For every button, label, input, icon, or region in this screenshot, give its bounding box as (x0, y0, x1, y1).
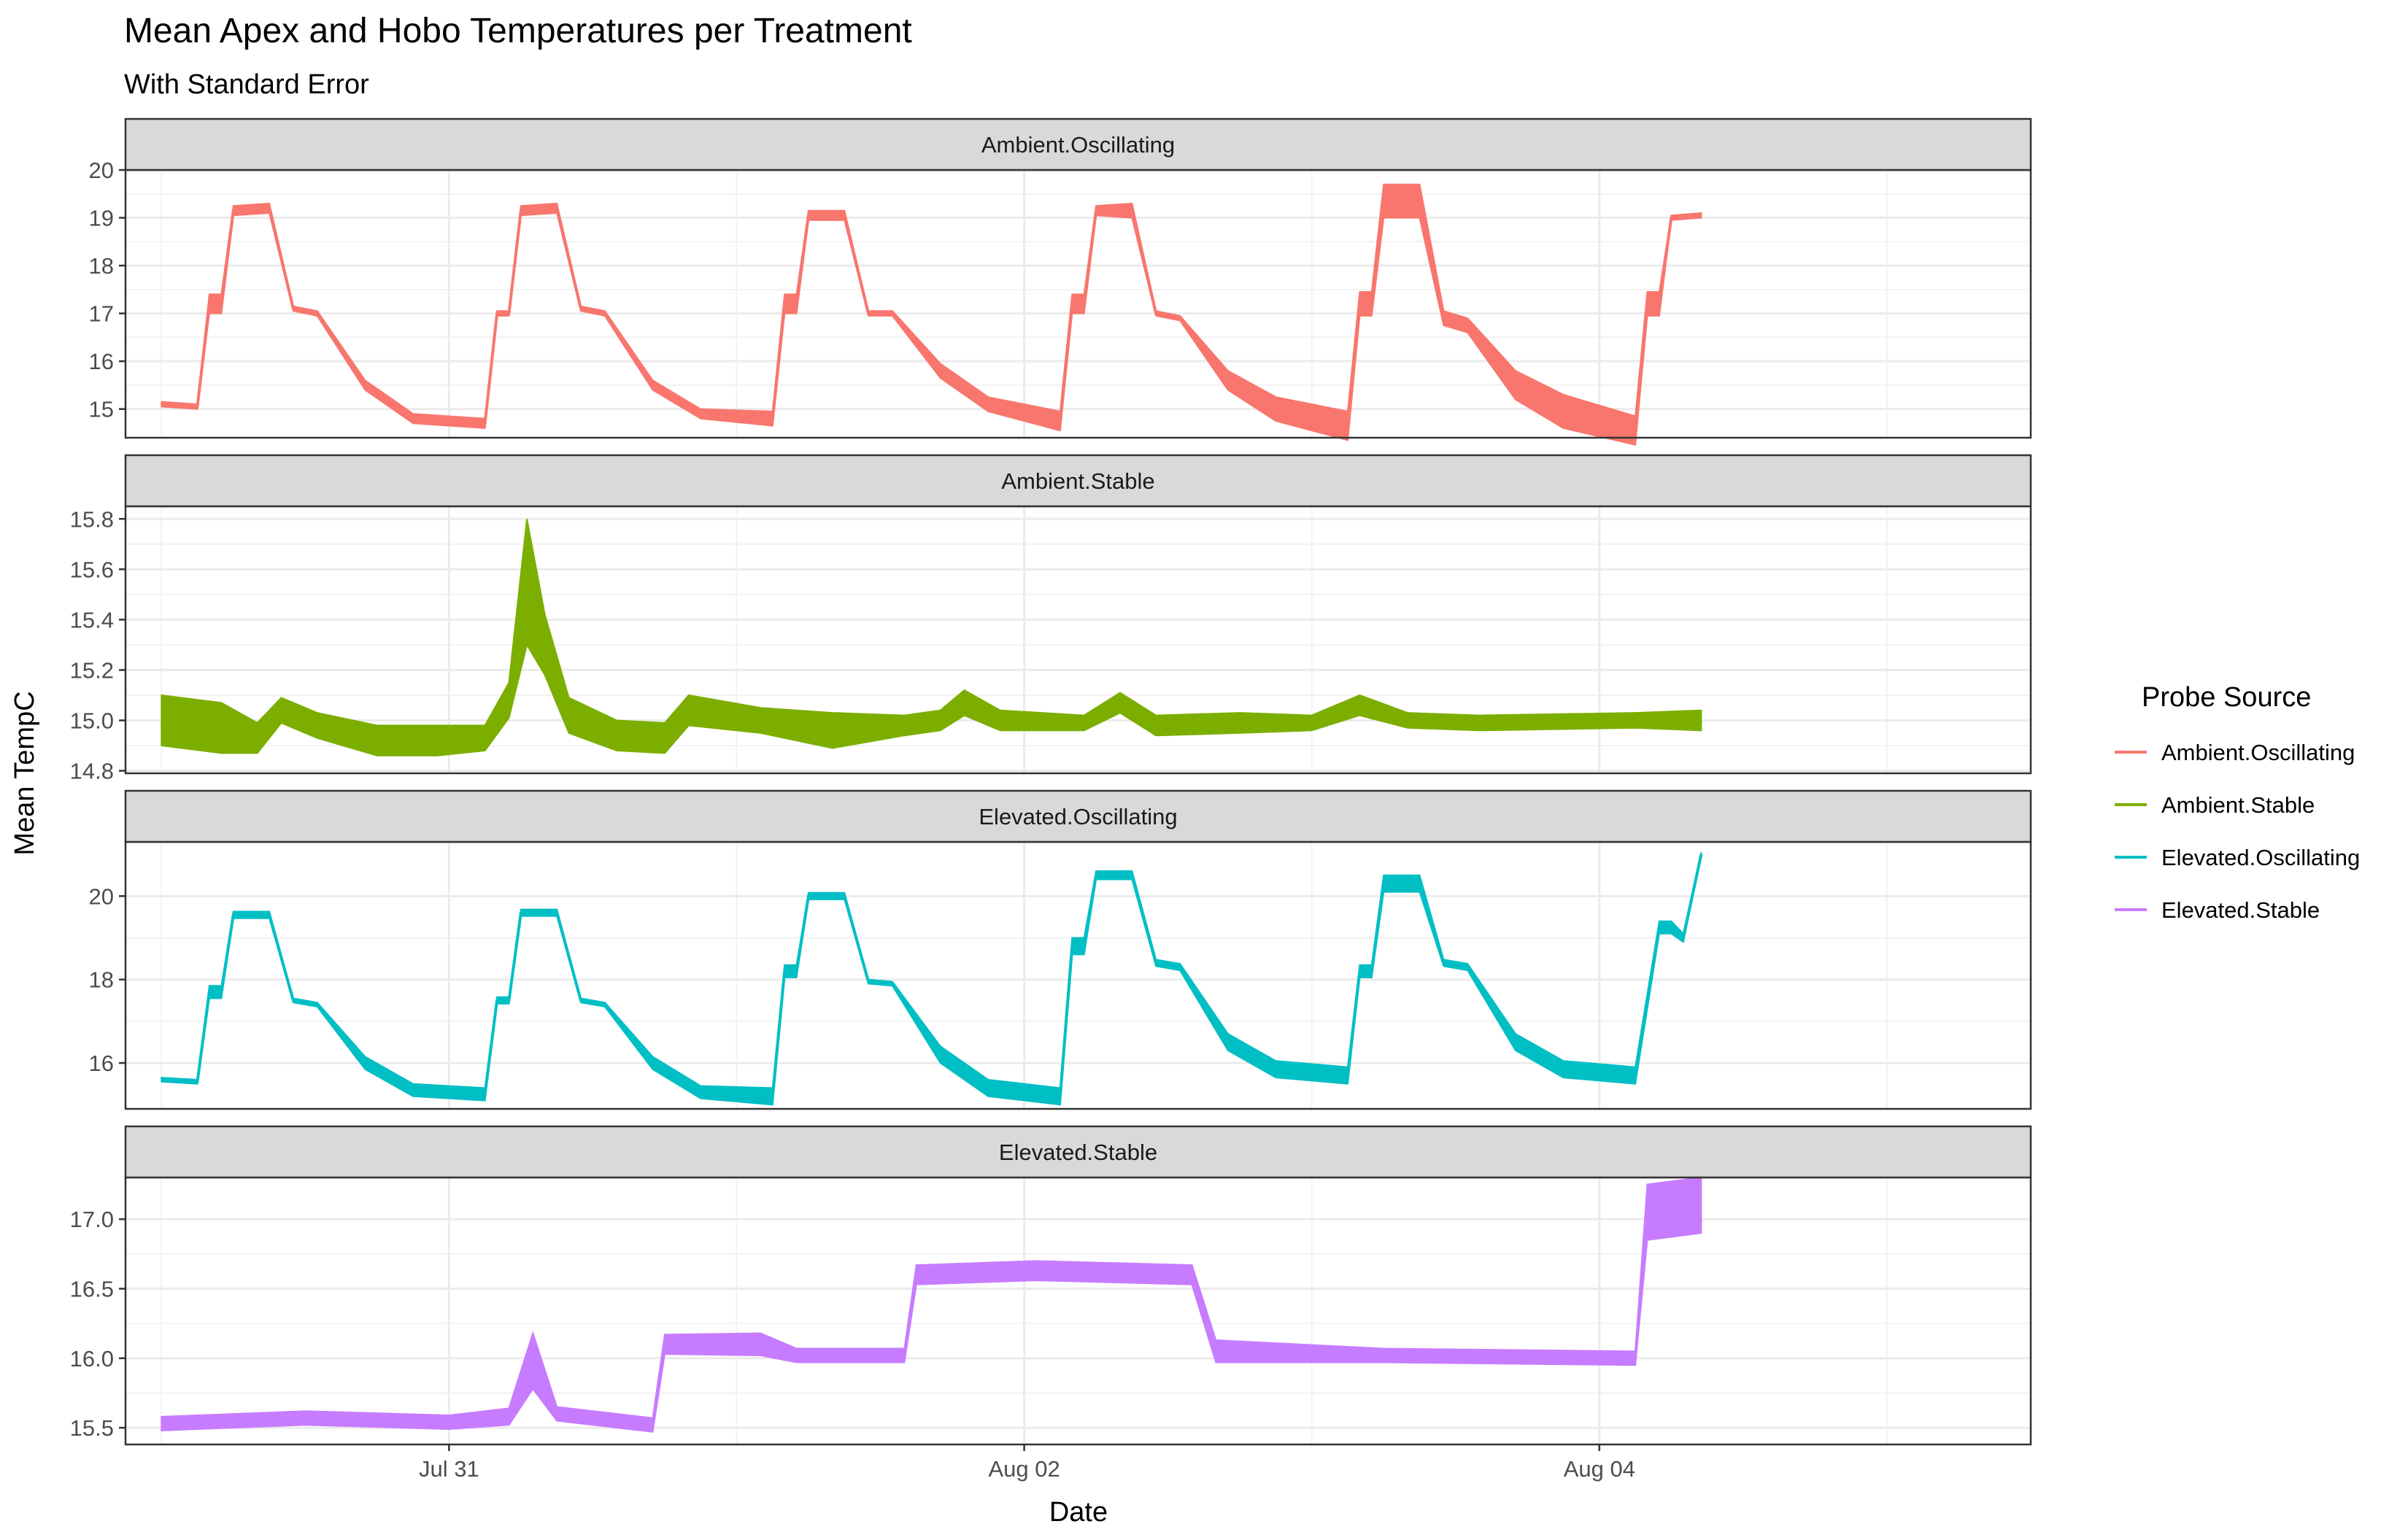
series-line (161, 580, 1702, 743)
y-tick-label: 18 (89, 253, 114, 279)
facet-elevated-stable: Elevated.Stable 15.5 16.0 16.5 17.0 (70, 1125, 2032, 1446)
y-tick-label: 20 (89, 883, 114, 909)
facet-strip (124, 1125, 2032, 1179)
series-line (161, 1204, 1702, 1427)
facet-ambient-stable: Ambient.Stable 14.8 15.0 15.2 15.4 15.6 15.8 (70, 454, 2032, 784)
y-tick-label: 18 (89, 967, 114, 993)
y-tick-label: 15.4 (70, 607, 114, 632)
facet-strip-label: Ambient.Stable (1001, 468, 1154, 494)
y-tick-label: 16.0 (70, 1346, 114, 1372)
legend-entry: Elevated.Stable (2161, 897, 2320, 923)
y-tick-label: 15.5 (70, 1415, 114, 1441)
series-line (161, 854, 1703, 1098)
facet-strip-label: Elevated.Oscillating (979, 804, 1177, 829)
y-tick-label: 15.8 (70, 506, 114, 532)
panel-background (126, 1177, 2031, 1444)
y-tick-label: 15.0 (70, 708, 114, 733)
y-tick-label: 19 (89, 206, 114, 231)
x-axis: Jul 31 Aug 02 Aug 04 (419, 1444, 1635, 1482)
chart-title: Mean Apex and Hobo Temperatures per Trea… (124, 12, 912, 50)
legend-entry: Ambient.Oscillating (2161, 740, 2355, 765)
y-axis-title: Mean TempC (9, 691, 40, 855)
series-line (161, 199, 1702, 433)
se-ribbon (161, 519, 1702, 757)
facet-strip (124, 117, 2032, 171)
facet-ambient-oscillating: Ambient.Oscillating 15 16 17 18 19 20 (89, 117, 2032, 446)
y-tick-label: 16 (89, 349, 114, 374)
y-tick-label: 17 (89, 301, 114, 327)
chart-subtitle: With Standard Error (124, 69, 369, 100)
facet-elevated-oscillating: Elevated.Oscillating 16 18 20 (89, 789, 2032, 1110)
legend-entry: Ambient.Stable (2161, 792, 2315, 818)
x-tick-label: Aug 02 (988, 1456, 1060, 1482)
legend-entry: Elevated.Oscillating (2161, 845, 2360, 870)
y-tick-label: 16 (89, 1051, 114, 1076)
facet-strip (124, 454, 2032, 508)
y-tick-label: 14.8 (70, 759, 114, 784)
panel-background (126, 842, 2031, 1109)
y-tick-label: 17.0 (70, 1207, 114, 1232)
legend: Probe Source Ambient.Oscillating Ambient.S… (2115, 682, 2360, 923)
y-tick-label: 15.2 (70, 657, 114, 683)
facet-strip (124, 789, 2032, 843)
y-tick-label: 15 (89, 397, 114, 422)
y-tick-label: 20 (89, 158, 114, 183)
x-tick-label: Aug 04 (1564, 1456, 1635, 1482)
x-tick-label: Jul 31 (419, 1456, 479, 1482)
y-tick-label: 16.5 (70, 1277, 114, 1302)
y-tick-label: 15.6 (70, 557, 114, 582)
facet-strip-label: Ambient.Oscillating (981, 132, 1175, 158)
x-axis-title: Date (1049, 1497, 1108, 1528)
legend-title: Probe Source (2142, 682, 2311, 713)
facet-panels: Ambient.Oscillating 15 16 17 18 19 20 Ambient.S… (70, 117, 2032, 1446)
facet-strip-label: Elevated.Stable (999, 1140, 1157, 1165)
